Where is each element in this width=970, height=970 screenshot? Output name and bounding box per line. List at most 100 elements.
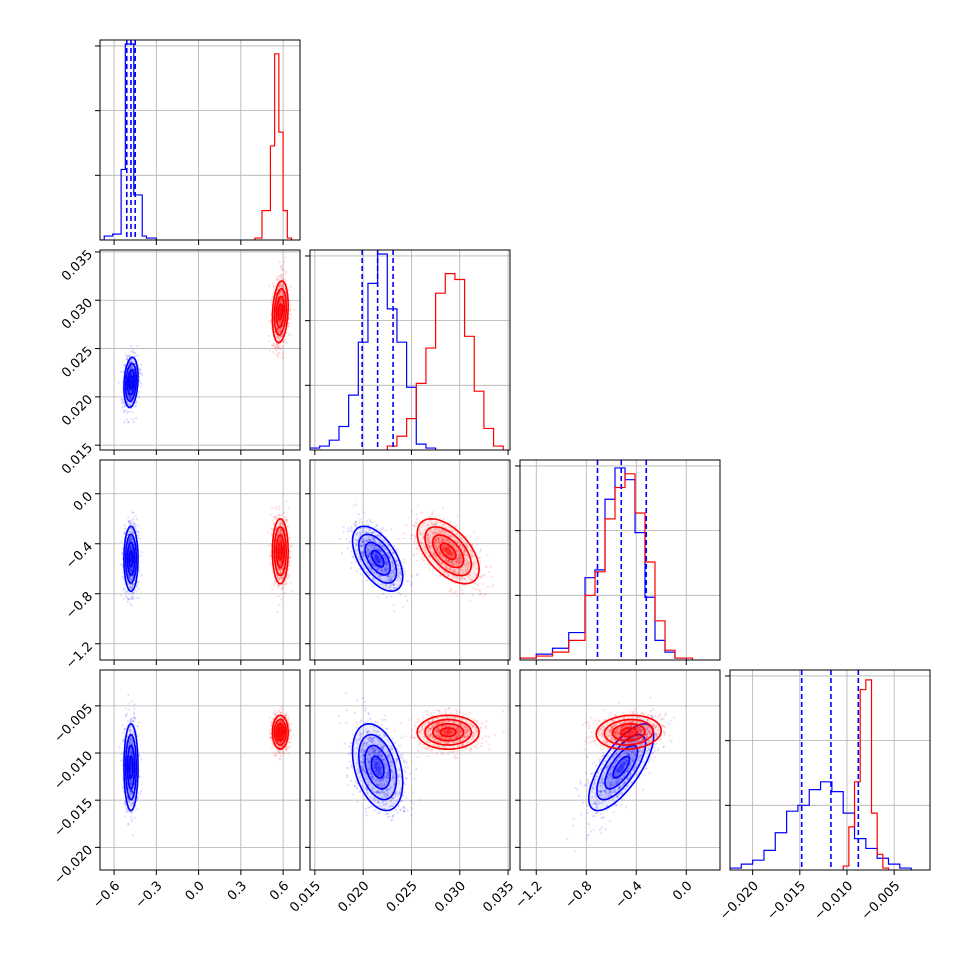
scatter-point: [128, 539, 131, 542]
contour-line-1: [273, 287, 287, 336]
scatter-point: [279, 550, 282, 554]
scatter-point: [442, 517, 445, 520]
scatter-point: [279, 522, 282, 525]
scatter-point: [282, 511, 285, 514]
scatter-point: [371, 548, 374, 551]
scatter-point: [375, 557, 378, 560]
scatter-point: [121, 552, 124, 555]
scatter-point: [128, 538, 131, 541]
scatter-point: [370, 544, 373, 547]
scatter-point: [370, 561, 373, 564]
scatter-point: [378, 549, 381, 552]
scatter-point: [128, 574, 131, 578]
scatter-point: [131, 519, 134, 522]
histogram-blue-0: [100, 43, 157, 240]
scatter-point: [130, 537, 133, 540]
scatter-point: [281, 576, 284, 580]
scatter-point: [285, 518, 288, 521]
scatter-point: [372, 531, 375, 534]
scatter-point: [278, 331, 282, 334]
scatter-point: [278, 539, 281, 543]
scatter-point: [129, 361, 132, 364]
scatter-point: [137, 530, 140, 533]
scatter-point: [365, 550, 368, 553]
scatter-point: [280, 276, 283, 279]
scatter-point: [275, 353, 278, 356]
scatter-point: [382, 592, 385, 595]
scatter-point: [355, 532, 358, 536]
scatter-point: [130, 546, 133, 550]
scatter-point: [278, 308, 282, 311]
scatter-point: [280, 283, 283, 286]
scatter-point: [134, 405, 137, 408]
scatter-point: [279, 297, 282, 300]
scatter-point: [279, 297, 282, 300]
scatter-point: [280, 335, 283, 338]
scatter-point: [128, 575, 131, 578]
scatter-point: [130, 579, 133, 582]
scatter-point: [285, 272, 288, 275]
scatter-point: [130, 567, 133, 570]
scatter-point: [288, 300, 292, 303]
scatter-point: [365, 520, 368, 523]
scatter-point: [128, 540, 131, 543]
scatter-point: [272, 522, 276, 525]
scatter-point: [132, 531, 135, 534]
scatter-point: [380, 544, 383, 547]
scatter-point: [379, 567, 383, 570]
scatter-point: [279, 540, 282, 543]
scatter-point: [280, 319, 283, 322]
scatter-point: [342, 531, 345, 534]
histogram-red-3: [842, 679, 890, 870]
scatter-point: [363, 511, 366, 514]
scatter-point: [128, 585, 131, 589]
scatter-point: [267, 334, 270, 337]
scatter-point: [278, 285, 281, 288]
scatter-point: [347, 527, 350, 530]
scatter-point: [272, 285, 275, 288]
scatter-point: [278, 569, 281, 573]
scatter-point: [284, 338, 287, 341]
scatter-point: [128, 593, 131, 596]
scatter-point: [128, 410, 131, 413]
scatter-point: [121, 551, 124, 555]
scatter-point: [124, 409, 127, 412]
scatter-point: [277, 583, 280, 587]
scatter-point: [351, 530, 354, 534]
panel-axes-1-0: [95, 249, 301, 455]
scatter-point: [130, 381, 133, 384]
scatter-point: [273, 347, 276, 350]
scatter-point: [271, 570, 274, 573]
scatter-point: [129, 396, 132, 399]
scatter-point: [410, 584, 413, 587]
scatter-point: [278, 560, 281, 564]
scatter-point: [277, 320, 280, 323]
scatter-point: [277, 567, 281, 571]
contour-line-0: [123, 525, 139, 593]
scatter-point: [272, 342, 275, 345]
scatter-point: [128, 397, 131, 400]
scatter-point: [282, 282, 285, 286]
scatter-point: [287, 567, 290, 570]
scatter-point: [139, 554, 142, 557]
scatter-point: [279, 548, 282, 551]
scatter-point: [125, 358, 129, 361]
scatter-point: [135, 529, 138, 532]
scatter-point: [279, 550, 282, 553]
density-fill-0: [130, 379, 132, 386]
scatter-point: [413, 542, 416, 546]
scatter-point: [371, 563, 374, 566]
scatter-point: [281, 577, 284, 580]
scatter-point: [129, 547, 132, 550]
scatter-point: [270, 298, 273, 301]
scatter-point: [279, 311, 282, 314]
scatter-point: [279, 321, 282, 324]
scatter-point: [121, 563, 124, 566]
scatter-point: [130, 358, 133, 361]
scatter-point: [129, 559, 132, 562]
scatter-point: [276, 327, 279, 330]
scatter-point: [372, 537, 375, 540]
scatter-point: [278, 603, 281, 607]
scatter-point: [137, 587, 140, 591]
scatter-point: [280, 576, 283, 579]
